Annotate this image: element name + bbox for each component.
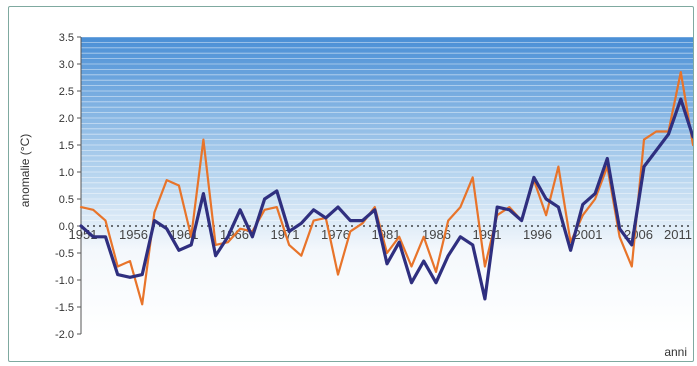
axes bbox=[80, 37, 693, 334]
y-tick-label: -0.5 bbox=[55, 248, 74, 260]
y-tick-label: -2.0 bbox=[55, 329, 74, 341]
line-chart: 3.5 3.0 2.5 2.0 1.5 1.0 0.5 0.0 -0.5 -1.0 -1.5 -2.0… bbox=[18, 32, 693, 359]
y-tick-label: 1.5 bbox=[59, 140, 74, 152]
series-layer bbox=[79, 70, 693, 306]
y-tick-label: 1.0 bbox=[59, 167, 74, 179]
y-tick-label: 3.5 bbox=[59, 32, 74, 44]
series-line-1 bbox=[79, 97, 693, 301]
x-tick-label: 1951 bbox=[69, 227, 98, 242]
x-tick-label: 2001 bbox=[574, 227, 603, 242]
x-tick-label: 2011 bbox=[664, 227, 692, 242]
y-tick-label: -1.0 bbox=[55, 275, 74, 287]
x-axis-label: anni bbox=[664, 345, 687, 359]
y-tick-label: 2.5 bbox=[59, 86, 74, 98]
chart-frame: 3.5 3.0 2.5 2.0 1.5 1.0 0.5 0.0 -0.5 -1.0 -1.5 -2.0… bbox=[8, 6, 694, 362]
y-axis-label: anomalie (°C) bbox=[18, 134, 32, 208]
y-tick-label: 0.0 bbox=[59, 221, 74, 233]
plot-background bbox=[81, 37, 693, 334]
x-tick-label: 1996 bbox=[523, 227, 552, 242]
y-tick-label: 2.0 bbox=[59, 113, 74, 125]
x-tick-label: 1976 bbox=[321, 227, 350, 242]
y-tick-label: 3.0 bbox=[59, 59, 74, 71]
y-tick-labels: 3.5 3.0 2.5 2.0 1.5 1.0 0.5 0.0 -0.5 -1.0 -1.5 -2.0 bbox=[55, 32, 81, 341]
x-tick-label: 1956 bbox=[119, 227, 148, 242]
series-line-2 bbox=[79, 70, 693, 306]
y-tick-label: 0.5 bbox=[59, 194, 74, 206]
x-tick-label: 1991 bbox=[473, 227, 502, 242]
gridlines bbox=[81, 36, 693, 222]
y-tick-label: -1.5 bbox=[55, 302, 74, 314]
